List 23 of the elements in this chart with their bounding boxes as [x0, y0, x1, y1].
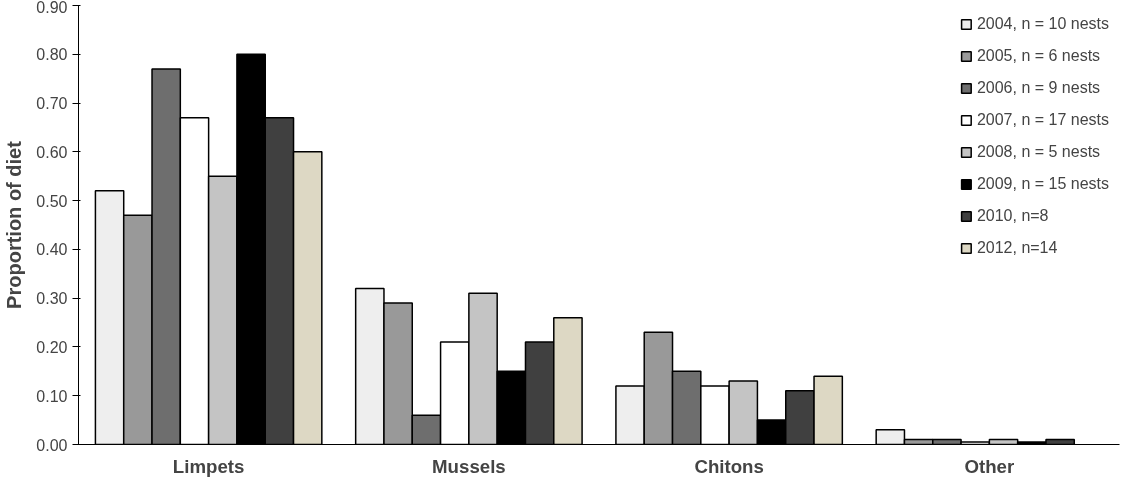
- x-tick-label: Chitons: [694, 455, 764, 477]
- x-tick-label: Other: [964, 455, 1015, 477]
- y-tick-label: 0.80: [36, 46, 68, 64]
- y-tick-label: 0.20: [36, 338, 68, 356]
- legend-label: 2009, n = 15 nests: [976, 175, 1109, 193]
- legend-label: 2010, n=8: [976, 207, 1049, 225]
- y-axis-title: Proportion of diet: [3, 140, 26, 309]
- x-tick-label: Mussels: [432, 455, 506, 477]
- y-tick-label: 0.40: [36, 241, 68, 259]
- legend-label: 2008, n = 5 nests: [976, 143, 1101, 161]
- y-tick-label: 0.70: [36, 95, 68, 113]
- legend-label: 2012, n=14: [976, 239, 1058, 257]
- legend-label: 2007, n = 17 nests: [976, 111, 1109, 129]
- y-tick-label: 0.00: [36, 436, 68, 454]
- y-tick-label: 0.30: [36, 290, 68, 308]
- y-tick-label: 0.50: [36, 192, 68, 210]
- legend-label: 2006, n = 9 nests: [976, 79, 1101, 97]
- y-tick-label: 0.90: [36, 0, 68, 16]
- y-tick-label: 0.10: [36, 387, 68, 405]
- y-tick-label: 0.60: [36, 143, 68, 161]
- legend-label: 2005, n = 6 nests: [976, 47, 1101, 65]
- legend-label: 2004, n = 10 nests: [976, 15, 1109, 33]
- x-tick-label: Limpets: [172, 455, 245, 477]
